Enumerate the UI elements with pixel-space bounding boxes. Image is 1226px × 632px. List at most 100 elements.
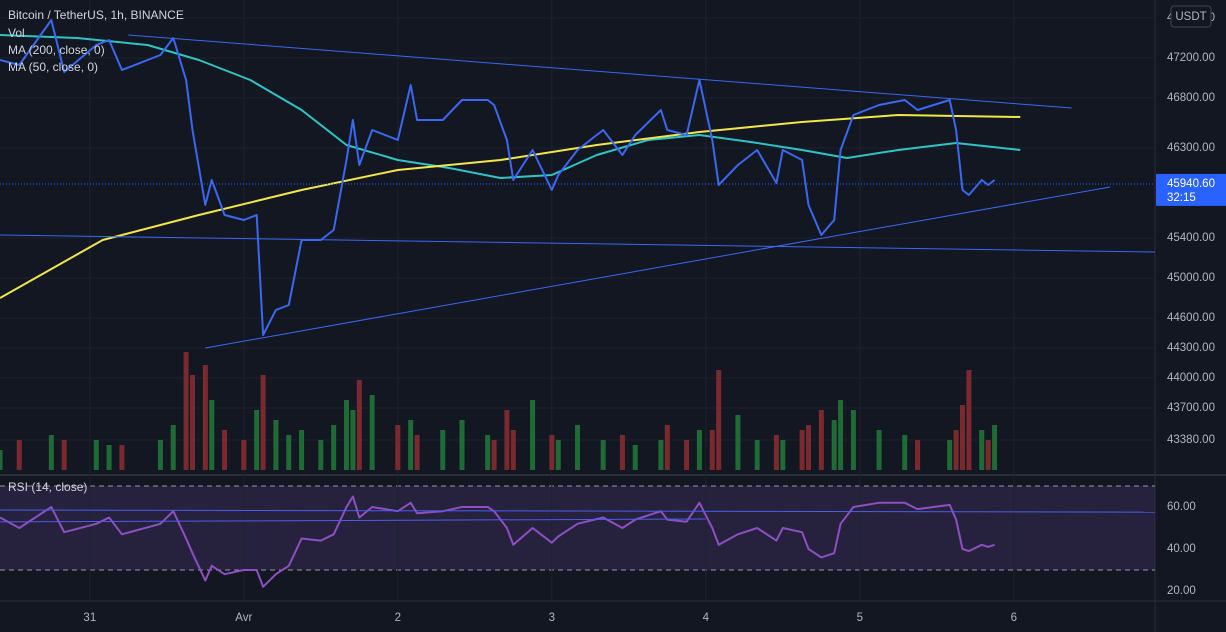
volume-bar	[773, 435, 779, 470]
y-tick-label: 44300.00	[1167, 342, 1215, 354]
volume-bar	[16, 440, 22, 470]
volume-bar	[48, 435, 54, 470]
volume-bar	[684, 440, 690, 470]
volume-bar	[0, 450, 3, 470]
volume-bar	[902, 435, 908, 470]
rsi-title: RSI (14, close)	[8, 480, 87, 494]
volume-bar	[414, 435, 420, 470]
y-tick-label: 47200.00	[1167, 52, 1215, 64]
volume-bar	[838, 400, 844, 470]
volume-bar	[831, 420, 837, 470]
volume-bar	[119, 445, 125, 470]
rsi-band	[0, 486, 1155, 570]
x-tick-label: 4	[703, 612, 710, 624]
volume-bar	[915, 440, 921, 470]
plot-area	[0, 19, 1156, 588]
volume-bar	[985, 440, 991, 470]
price-line	[0, 495, 995, 588]
chart-title: Bitcoin / TetherUS, 1h, BINANCE	[8, 8, 184, 22]
y-tick-label: 20.00	[1167, 585, 1196, 597]
volume-bar	[664, 425, 670, 470]
volume-bar	[735, 415, 741, 470]
trend-line	[0, 518, 706, 523]
trend-line	[0, 509, 1156, 513]
volume-bar	[350, 410, 356, 470]
trend-line	[205, 186, 1111, 349]
volume-bar	[440, 430, 446, 470]
volume-bar	[619, 435, 625, 470]
volume-bar	[806, 425, 811, 470]
volume-bar	[459, 420, 465, 470]
volume-bar	[202, 365, 208, 470]
axes: 47600.0047200.0046800.0046300.0045400.00…	[83, 12, 1226, 624]
volume-bar	[632, 445, 638, 470]
volume-bar	[408, 420, 414, 470]
volume-bar	[190, 375, 195, 470]
volume-bar	[530, 400, 536, 470]
volume-bar	[850, 410, 856, 470]
volume-bar	[575, 425, 580, 470]
y-tick-label: 45000.00	[1167, 272, 1215, 284]
currency-label[interactable]: USDT	[1175, 11, 1206, 23]
volume-bar	[273, 420, 279, 470]
volume-bar	[658, 440, 664, 470]
volume-bar	[876, 430, 882, 470]
y-tick-label: 45400.00	[1167, 232, 1215, 244]
volume-bar	[555, 440, 561, 470]
volume-bar	[260, 375, 266, 470]
legend-entry: MA (200, close, 0)	[8, 43, 105, 57]
volume-bar	[966, 370, 972, 470]
x-tick-label: 3	[549, 612, 555, 624]
y-tick-label: 44600.00	[1167, 312, 1215, 324]
volume-bar	[485, 435, 491, 470]
volume-bar	[254, 410, 260, 470]
volume-bar	[960, 405, 965, 470]
volume-bar	[510, 430, 516, 470]
volume-bar	[170, 425, 176, 470]
y-tick-label: 43700.00	[1167, 402, 1215, 414]
x-tick-label: Avr	[235, 612, 252, 624]
series-line	[0, 114, 1021, 299]
volume-bar	[992, 425, 998, 470]
y-tick-label: 46800.00	[1167, 92, 1215, 104]
volume-bar	[241, 440, 247, 470]
volume-bar	[106, 445, 112, 470]
volume-bar	[369, 395, 375, 470]
volume-bar	[344, 400, 349, 470]
y-tick-label: 46300.00	[1167, 142, 1215, 154]
volume-bar	[331, 425, 337, 470]
volume-bar	[183, 352, 189, 470]
volume-bar	[222, 430, 228, 470]
x-tick-label: 2	[395, 612, 401, 624]
volume-bar	[953, 430, 959, 470]
volume-bar	[709, 430, 715, 470]
volume-bar	[600, 440, 606, 470]
volume-bar	[504, 410, 510, 470]
volume-bar	[799, 430, 805, 470]
y-tick-label: 40.00	[1167, 543, 1196, 555]
currency-button[interactable]	[1170, 5, 1212, 28]
volume-bar	[157, 440, 163, 470]
last-price-label: 45940.60	[1167, 178, 1215, 190]
y-tick-label: 44000.00	[1167, 372, 1215, 384]
volume-bar	[61, 440, 67, 470]
last-price-box	[1156, 173, 1226, 206]
volume-bar	[286, 435, 292, 470]
volume-bar	[395, 425, 401, 470]
volume-bar	[780, 440, 786, 470]
volume-bar	[299, 430, 305, 470]
volume-bar	[947, 440, 953, 470]
trend-line	[128, 34, 1072, 109]
legend-entry: MA (50, close, 0)	[8, 60, 98, 74]
x-tick-label: 31	[83, 612, 96, 624]
volume-title: Vol	[8, 26, 25, 40]
price-line	[0, 19, 996, 336]
volume-bar	[754, 440, 760, 470]
volume-bar	[716, 370, 722, 470]
volume-bar	[356, 380, 362, 470]
x-tick-label: 6	[1011, 612, 1017, 624]
